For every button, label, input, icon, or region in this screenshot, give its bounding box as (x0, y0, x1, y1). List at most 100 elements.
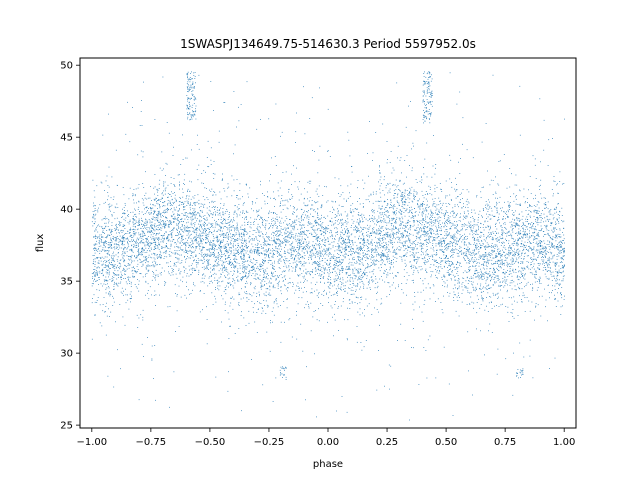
data-point (279, 205, 281, 207)
data-point (427, 254, 429, 255)
data-point (498, 248, 500, 250)
data-point (556, 258, 558, 260)
data-point (297, 303, 299, 305)
data-point (105, 241, 107, 243)
data-point (403, 236, 404, 238)
data-point (438, 242, 440, 243)
data-point (201, 267, 203, 268)
data-point (177, 232, 178, 233)
data-point (290, 205, 291, 207)
data-point (352, 290, 354, 291)
data-point (496, 204, 497, 206)
data-point (392, 244, 393, 245)
data-point (316, 229, 318, 231)
data-point (310, 180, 312, 182)
data-point (255, 247, 257, 248)
data-point (383, 230, 384, 231)
data-point (398, 239, 400, 240)
data-point (307, 251, 308, 253)
data-point (119, 260, 121, 261)
data-point (98, 277, 100, 278)
data-point (183, 179, 185, 181)
data-point (235, 253, 237, 254)
data-point (382, 213, 383, 215)
data-point (483, 246, 485, 247)
data-point (264, 254, 265, 255)
data-point (391, 261, 392, 263)
data-point (238, 292, 240, 294)
data-point (334, 239, 336, 240)
data-point (305, 241, 307, 243)
data-point (348, 255, 349, 256)
data-point (412, 142, 414, 144)
data-point (182, 224, 183, 226)
data-point (357, 268, 359, 270)
data-point (108, 266, 109, 267)
data-point (184, 209, 186, 210)
data-point (159, 204, 160, 205)
data-point (353, 284, 355, 286)
data-point (438, 227, 440, 229)
data-point (555, 280, 557, 282)
data-point (123, 207, 125, 208)
data-point (215, 194, 217, 196)
data-point (398, 217, 400, 219)
data-point (483, 209, 484, 211)
data-point (474, 254, 475, 256)
data-point (344, 251, 346, 252)
data-point (221, 264, 222, 266)
data-point (449, 204, 451, 205)
data-point (460, 250, 462, 251)
data-point (307, 301, 308, 303)
data-point (387, 257, 388, 259)
data-point (224, 269, 226, 271)
data-point (182, 188, 183, 190)
data-point (486, 218, 487, 219)
data-point (199, 224, 201, 226)
data-point (411, 266, 412, 267)
data-point (435, 377, 437, 379)
data-point (465, 236, 466, 237)
data-point (555, 207, 557, 209)
data-point (480, 191, 482, 193)
data-point (429, 189, 431, 190)
data-point (268, 256, 269, 258)
data-point (170, 202, 171, 204)
data-point (281, 235, 283, 236)
data-point (423, 230, 425, 232)
data-point (91, 338, 93, 340)
data-point (105, 276, 107, 278)
data-point (157, 213, 159, 215)
data-point (222, 242, 223, 243)
data-point (222, 233, 224, 234)
data-point (307, 204, 309, 206)
data-point (211, 201, 213, 203)
data-point (362, 229, 363, 230)
data-point (525, 285, 527, 286)
data-point (343, 285, 345, 287)
data-point (376, 309, 378, 310)
data-point (269, 350, 271, 352)
data-point (324, 253, 326, 255)
data-point (296, 112, 297, 114)
data-point (120, 259, 122, 261)
data-point (514, 219, 516, 221)
data-point (428, 239, 430, 240)
data-point (362, 221, 363, 223)
data-point (307, 198, 308, 200)
data-point (524, 234, 526, 236)
data-point (549, 211, 551, 213)
data-point (151, 224, 153, 226)
data-point (533, 247, 535, 249)
data-point (267, 250, 269, 252)
data-point (552, 138, 553, 139)
data-point (129, 249, 130, 251)
data-point (551, 244, 553, 246)
data-point (563, 240, 564, 241)
data-point (538, 255, 539, 257)
data-point (532, 242, 534, 243)
data-point (537, 235, 539, 237)
data-point (400, 220, 402, 222)
data-point (292, 213, 293, 215)
